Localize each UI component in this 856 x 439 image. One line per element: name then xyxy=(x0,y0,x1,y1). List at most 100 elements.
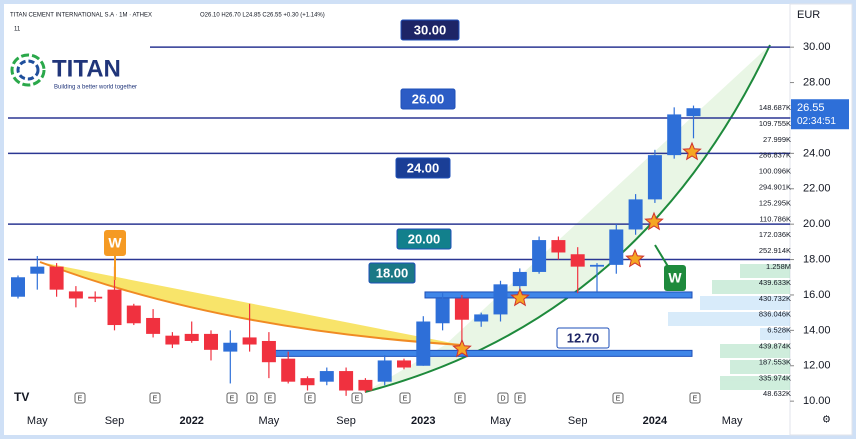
level-band xyxy=(269,349,693,357)
volume-label: 187.553K xyxy=(759,357,791,366)
candle-body xyxy=(686,108,701,117)
level-label: 20.00 xyxy=(408,231,441,246)
volume-label: 100.096K xyxy=(759,167,791,176)
settings-icon[interactable]: ⚙ xyxy=(822,415,831,426)
candle-body xyxy=(628,199,643,230)
last-price: 26.55 xyxy=(797,102,825,114)
x-tick-label: Sep xyxy=(568,415,588,427)
candle-body xyxy=(261,340,276,363)
event-box xyxy=(454,392,466,404)
pattern-curve xyxy=(39,261,463,346)
candle-body xyxy=(319,371,334,382)
event-label: E xyxy=(518,395,523,402)
candle-body xyxy=(474,314,489,322)
candle-body xyxy=(551,240,566,253)
y-tick-label: 20.00 xyxy=(803,218,831,230)
signal-star xyxy=(644,211,664,231)
candle-body xyxy=(667,114,682,156)
y-tick-label: 24.00 xyxy=(803,147,831,159)
pattern-label: W xyxy=(108,235,122,251)
countdown: 02:34:51 xyxy=(797,116,836,127)
candle-body xyxy=(107,289,122,326)
x-tick-label: 2023 xyxy=(411,415,435,427)
candle-body xyxy=(146,317,161,334)
volume-profile xyxy=(668,264,790,390)
currency: EUR xyxy=(797,9,820,21)
y-tick-label: 22.00 xyxy=(803,183,831,195)
candle-body xyxy=(242,337,257,345)
volume-label: 430.732K xyxy=(759,294,791,303)
event-label: E xyxy=(153,395,158,402)
logo-name: TITAN xyxy=(52,55,121,82)
interval-badge: 11 xyxy=(14,27,21,33)
candle-body xyxy=(11,277,25,297)
event-label: E xyxy=(308,395,313,402)
candle-body xyxy=(358,379,373,391)
volume-label: 48.632K xyxy=(763,389,791,398)
event-label: E xyxy=(355,395,360,402)
candle-body xyxy=(30,266,45,274)
level-label-box xyxy=(556,327,610,349)
level-label: 24.00 xyxy=(407,160,440,175)
volume-label: 109.755K xyxy=(759,119,791,128)
candle-body xyxy=(223,342,238,352)
candle-body xyxy=(647,155,662,200)
volume-label: 172.036K xyxy=(759,230,791,239)
candle-body xyxy=(339,371,354,391)
level-label: 18.00 xyxy=(376,265,409,280)
level-label: 12.70 xyxy=(567,330,600,345)
event-box xyxy=(351,392,363,404)
event-label: D xyxy=(249,395,254,402)
candle-body xyxy=(609,229,624,265)
candle-body xyxy=(435,298,450,324)
pattern-fill xyxy=(40,262,462,345)
x-tick-label: May xyxy=(490,415,511,427)
volume-label: 148.687K xyxy=(759,103,791,112)
event-box xyxy=(497,392,509,404)
signal-star xyxy=(510,287,530,307)
event-box xyxy=(612,392,624,404)
candle-body xyxy=(68,291,83,299)
event-label: E xyxy=(616,395,621,402)
level-band xyxy=(424,291,693,299)
x-tick-label: May xyxy=(722,415,743,427)
x-tick-label: Sep xyxy=(105,415,125,427)
candle-body xyxy=(416,321,431,366)
event-box xyxy=(264,392,276,404)
volume-label: 125.295K xyxy=(759,198,791,207)
candle-body xyxy=(300,378,315,386)
y-tick-label: 28.00 xyxy=(803,76,831,88)
candle-body xyxy=(493,284,508,315)
volume-label: 27.999K xyxy=(763,135,791,144)
level-label-box xyxy=(400,19,460,41)
candle-body xyxy=(126,305,141,324)
event-label: E xyxy=(230,395,235,402)
volume-label: 252.914K xyxy=(759,246,791,255)
volume-label: 110.786K xyxy=(759,214,791,223)
event-box xyxy=(246,392,258,404)
candles xyxy=(11,105,701,396)
logo-icon xyxy=(10,53,46,87)
candle-body xyxy=(49,266,64,290)
candle-body xyxy=(88,296,103,299)
volume-label: 286.837K xyxy=(759,151,791,160)
candle-body xyxy=(512,271,527,287)
last-price-box xyxy=(791,99,849,130)
candle-body xyxy=(397,360,411,368)
candle-body xyxy=(184,333,199,341)
level-label: 26.00 xyxy=(412,91,445,106)
candle-body xyxy=(165,335,180,345)
volume-label: 335.974K xyxy=(759,373,791,382)
level-label-box xyxy=(396,228,452,250)
level-label-box xyxy=(400,88,456,110)
signal-star xyxy=(682,141,702,161)
event-label: E xyxy=(78,395,83,402)
level-label-box xyxy=(395,157,451,179)
event-box xyxy=(74,392,86,404)
x-tick-label: May xyxy=(27,415,48,427)
x-tick-label: 2024 xyxy=(643,415,668,427)
event-box xyxy=(304,392,316,404)
event-box xyxy=(399,392,411,404)
